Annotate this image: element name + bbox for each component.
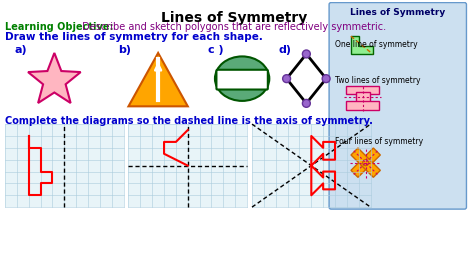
Text: Lines of Symmetry: Lines of Symmetry bbox=[161, 12, 307, 25]
Circle shape bbox=[322, 75, 330, 83]
Text: Lines of Symmetry: Lines of Symmetry bbox=[350, 8, 446, 17]
Circle shape bbox=[302, 50, 310, 58]
Polygon shape bbox=[351, 36, 373, 54]
Text: d): d) bbox=[279, 45, 292, 55]
Text: Four lines of symmetry: Four lines of symmetry bbox=[335, 137, 423, 146]
Bar bbox=[346, 101, 380, 110]
Polygon shape bbox=[128, 53, 188, 106]
Bar bbox=[356, 92, 370, 102]
Circle shape bbox=[283, 75, 291, 83]
Ellipse shape bbox=[215, 57, 269, 101]
Text: Describe and sketch polygons that are reflectively symmetric.: Describe and sketch polygons that are re… bbox=[79, 22, 386, 32]
Text: Complete the diagrams so the dashed line is the axis of symmetry.: Complete the diagrams so the dashed line… bbox=[5, 116, 373, 126]
Bar bbox=[252, 124, 371, 207]
Bar bbox=[128, 124, 247, 207]
Bar bbox=[351, 148, 380, 177]
Circle shape bbox=[302, 99, 310, 107]
Bar bbox=[351, 148, 380, 177]
Bar bbox=[5, 124, 124, 207]
Text: One line of symmetry: One line of symmetry bbox=[335, 40, 418, 49]
FancyBboxPatch shape bbox=[329, 3, 466, 209]
Text: c ): c ) bbox=[208, 45, 223, 55]
Text: b): b) bbox=[118, 45, 132, 55]
Text: Learning Objective:: Learning Objective: bbox=[5, 22, 113, 32]
Text: Two lines of symmetry: Two lines of symmetry bbox=[335, 76, 420, 85]
FancyBboxPatch shape bbox=[217, 70, 268, 90]
Text: a): a) bbox=[15, 45, 27, 55]
Polygon shape bbox=[28, 53, 81, 103]
Text: Draw the lines of symmetry for each shape.: Draw the lines of symmetry for each shap… bbox=[5, 32, 263, 42]
Bar bbox=[346, 85, 380, 94]
Circle shape bbox=[363, 160, 369, 166]
